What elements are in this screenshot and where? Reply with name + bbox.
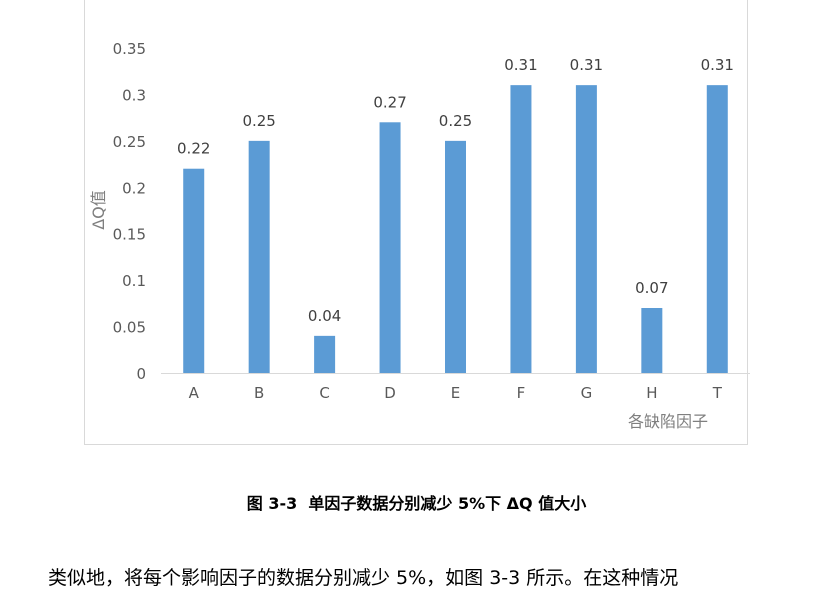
x-tick-label: F bbox=[517, 384, 526, 402]
x-tick-label: T bbox=[712, 384, 723, 402]
bar-e bbox=[445, 140, 466, 373]
bar-c bbox=[314, 335, 336, 373]
chart-frame bbox=[84, 0, 748, 445]
bar-t bbox=[706, 85, 728, 374]
data-label: 0.22 bbox=[177, 140, 210, 158]
y-tick-label: 0.05 bbox=[113, 319, 146, 337]
y-tick-label: 0.35 bbox=[113, 40, 146, 58]
bar-h bbox=[641, 308, 663, 373]
data-label: 0.04 bbox=[308, 307, 341, 325]
bar-g bbox=[575, 85, 597, 374]
y-tick-label: 0.15 bbox=[113, 226, 146, 244]
data-label: 0.07 bbox=[635, 279, 668, 297]
bar-a bbox=[183, 168, 205, 373]
data-label: 0.25 bbox=[439, 112, 472, 130]
y-tick-label: 0.2 bbox=[122, 179, 146, 197]
y-tick-label: 0.3 bbox=[122, 86, 146, 104]
x-tick-label: G bbox=[581, 384, 593, 402]
figure-caption: 图 3-3 单因子数据分别减少 5%下 ΔQ 值大小 bbox=[246, 494, 587, 513]
x-tick-label: E bbox=[451, 384, 460, 402]
x-axis-title: 各缺陷因子 bbox=[628, 412, 708, 431]
y-axis-ticks: 0 0.05 0.1 0.15 0.2 0.25 0.3 0.35 bbox=[113, 40, 146, 383]
bar-d bbox=[379, 122, 401, 374]
x-tick-label: H bbox=[646, 384, 657, 402]
bar-chart: 0 0.05 0.1 0.15 0.2 0.25 0.3 0.35 A B C D E F G H T 0.2… bbox=[89, 40, 750, 431]
x-tick-label: A bbox=[189, 384, 200, 402]
data-labels: 0.22 0.25 0.04 0.27 0.25 0.31 0.31 0.07 0.31 bbox=[177, 56, 734, 325]
bar-b bbox=[248, 140, 270, 373]
data-label: 0.27 bbox=[373, 93, 406, 111]
y-tick-label: 0.25 bbox=[113, 133, 146, 151]
body-paragraph: 类似地，将每个影响因子的数据分别减少 5%，如图 3-3 所示。在这种情况 bbox=[48, 567, 679, 589]
y-tick-label: 0.1 bbox=[122, 272, 146, 290]
data-label: 0.31 bbox=[504, 56, 537, 74]
x-tick-label: B bbox=[254, 384, 264, 402]
x-tick-label: D bbox=[384, 384, 396, 402]
y-tick-label: 0 bbox=[136, 365, 146, 383]
data-label: 0.31 bbox=[570, 56, 603, 74]
bar-f bbox=[510, 85, 532, 374]
y-axis-title: ΔQ值 bbox=[89, 190, 108, 230]
bars bbox=[183, 85, 728, 374]
x-tick-label: C bbox=[319, 384, 329, 402]
data-label: 0.25 bbox=[242, 112, 275, 130]
data-label: 0.31 bbox=[701, 56, 734, 74]
